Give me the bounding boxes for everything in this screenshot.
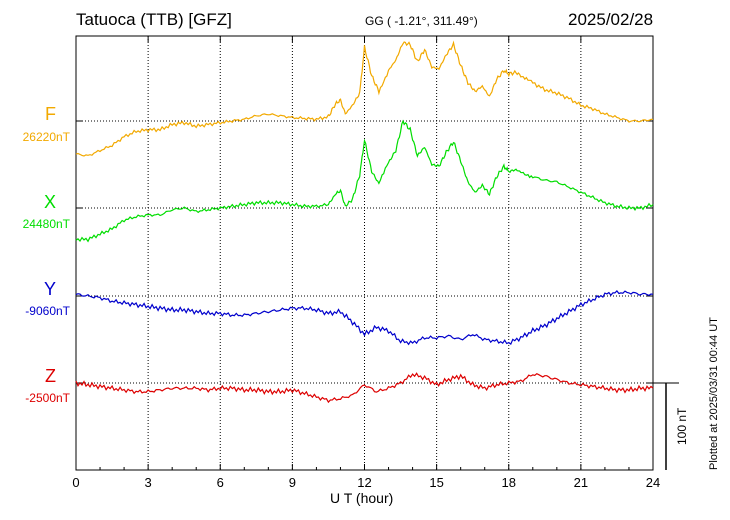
x-tick-label-1: 3 [145,475,152,490]
chart-subtitle: GG ( -1.21°, 311.49°) [365,14,478,28]
series-name-y: Y [43,279,56,299]
x-tick-label-7: 21 [574,475,588,490]
chart-title: Tatuoca (TTB) [GFZ] [76,10,232,29]
x-tick-label-2: 6 [217,475,224,490]
series-baseline-y: -9060nT [25,304,70,318]
series-line-f [75,40,654,157]
series-baseline-z: -2500nT [25,391,70,405]
x-tick-label-6: 18 [502,475,516,490]
x-axis-label: U T (hour) [330,490,394,506]
x-tick-label-3: 9 [289,475,296,490]
series-line-y [75,289,654,346]
chart-date: 2025/02/28 [568,10,654,29]
series-line-z [75,372,654,404]
x-tick-label-0: 0 [72,475,79,490]
x-tick-label-8: 24 [646,475,660,490]
x-tick-label-4: 12 [357,475,371,490]
series-name-z: Z [45,366,56,386]
series-line-x [75,119,654,243]
series-name-f: F [45,104,56,124]
series-name-x: X [43,192,56,212]
series-baseline-f: 26220nT [22,130,70,144]
x-tick-label-5: 15 [429,475,443,490]
series-baseline-x: 24480nT [22,217,70,231]
